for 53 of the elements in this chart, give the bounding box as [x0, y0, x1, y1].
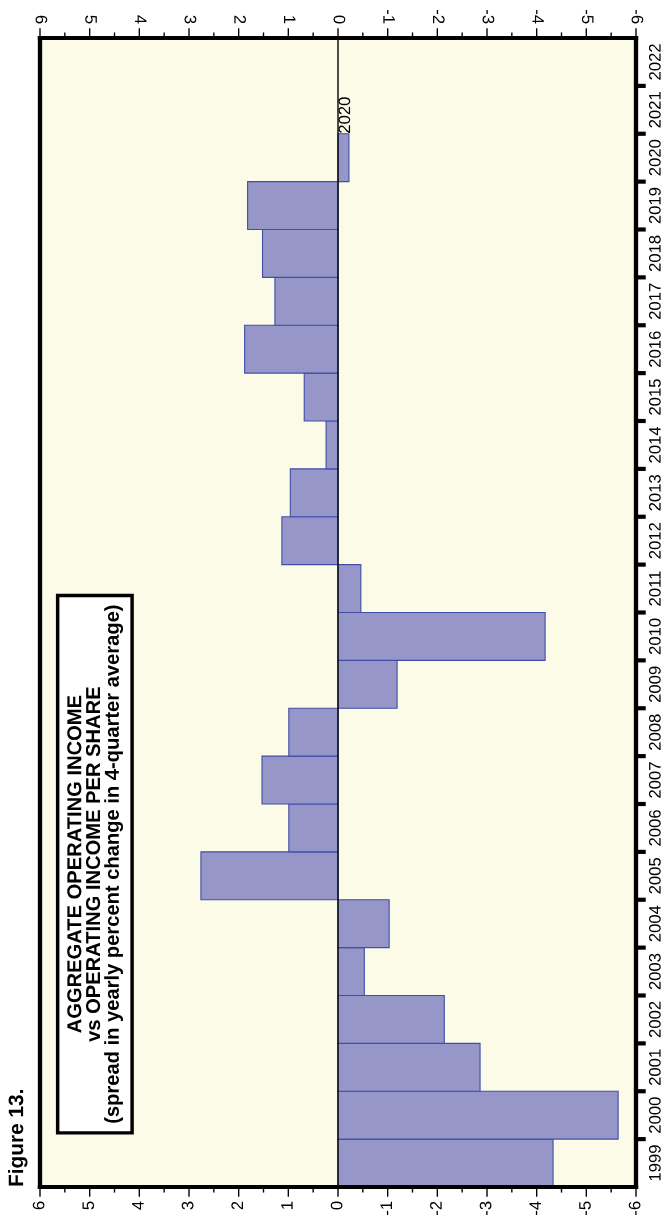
x-tick-label: 1 [284, 16, 296, 24]
x2-tick-label: -6 [628, 1201, 641, 1215]
y-tick-label: 2014 [648, 426, 661, 463]
y-tick-label: 2003 [648, 953, 661, 990]
x2-tick-label: -1 [380, 1201, 392, 1215]
y-tick-label: 2009 [648, 666, 661, 703]
y-tick-label: 2004 [648, 905, 661, 942]
x2-tick-label: 2 [231, 1201, 243, 1210]
x2-tick-label: -2 [430, 1201, 442, 1215]
y-tick-label: 2016 [648, 331, 661, 367]
x2-tick-label: 0 [330, 1201, 343, 1210]
x-tick-label: -2 [433, 10, 445, 24]
x2-tick-label: 3 [181, 1201, 194, 1210]
y-tick-label: 1999 [648, 1145, 661, 1181]
x-tick-label: 3 [184, 15, 197, 24]
x-tick-label: -4 [532, 10, 544, 24]
y-tick-label: 2020 [648, 139, 661, 176]
y-tick-label: 2002 [648, 1001, 661, 1038]
y-tick-label: 2019 [648, 187, 661, 224]
x2-tick-label: 5 [82, 1201, 95, 1210]
y-tick-label: 2013 [648, 475, 661, 511]
y-tick-label: 2011 [648, 571, 661, 606]
y-tick-label: 2000 [648, 1097, 661, 1133]
x2-tick-label: 6 [32, 1201, 45, 1210]
y-tick-label: 2008 [648, 714, 661, 750]
y-tick-label: 2012 [648, 522, 661, 559]
y-tick-label: 2001 [648, 1049, 661, 1086]
y-tick-label: 2005 [648, 857, 661, 894]
text: Figure 13. [8, 1090, 28, 1186]
y-tick-label: 2021 [648, 92, 661, 128]
y-tick-label: 2018 [648, 235, 661, 272]
annotation: 2020 [338, 97, 351, 133]
text: AGGREGATE OPERATING INCOME vs OPERATING INCOME PER SHARE (spread in yearly percent change in 4-quarter average) [67, 605, 124, 1123]
x-tick-label: 4 [135, 15, 147, 24]
x-tick-label: -6 [631, 10, 644, 24]
x-tick-label: 2 [234, 15, 246, 24]
x-tick-label: -1 [383, 10, 395, 24]
y-tick-label: 2022 [648, 44, 661, 80]
y-tick-label: 2015 [648, 379, 661, 415]
x2-tick-label: 1 [281, 1201, 293, 1209]
x-tick-label: 5 [85, 15, 97, 24]
y-tick-label: 2006 [648, 810, 661, 846]
x2-tick-label: -5 [579, 1201, 591, 1215]
x2-tick-label: 4 [132, 1201, 144, 1210]
x2-tick-label: -3 [479, 1201, 492, 1215]
y-tick-label: 2010 [648, 618, 661, 655]
x-tick-label: 0 [333, 15, 346, 24]
y-tick-label: 2017 [648, 283, 661, 320]
x-tick-label: -5 [581, 10, 594, 24]
x-tick-label: 6 [35, 15, 48, 24]
y-tick-label: 2007 [648, 762, 661, 798]
x-tick-label: -3 [482, 10, 495, 24]
x2-tick-label: -4 [529, 1201, 541, 1215]
